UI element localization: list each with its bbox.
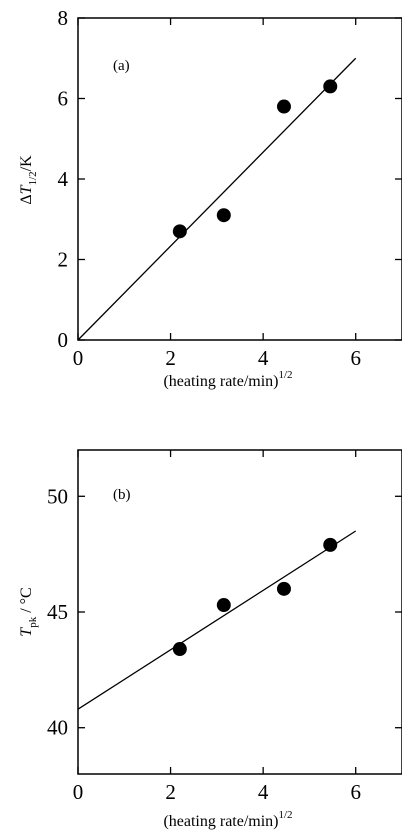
panel-b-points [172, 537, 338, 657]
panel-b-x-superscript: 1/2 [279, 809, 293, 821]
panel-b-ticks [77, 450, 402, 774]
panel-a-tick-labels: 0 2 4 6 0 2 4 6 8 [58, 6, 361, 370]
data-point [172, 224, 187, 239]
panel-a-label: (a) [113, 58, 130, 74]
panel-a-y-symbol: T [18, 184, 35, 194]
panel-a-y-unit: /K [18, 155, 35, 171]
panel-b: 0 2 4 6 40 45 50 (b) Tpk / °C (heating rate/mi… [18, 449, 402, 830]
data-point [276, 581, 291, 596]
data-point [216, 208, 231, 223]
x-tick-label: 2 [165, 346, 176, 370]
x-tick-label: 6 [350, 780, 361, 804]
panel-b-x-axis-label: (heating rate/min)1/2 [163, 809, 292, 830]
x-tick-label: 4 [258, 346, 269, 370]
data-point [216, 598, 231, 613]
panel-a-fit-line [77, 57, 357, 341]
y-tick-label: 50 [47, 484, 68, 508]
y-tick-label: 2 [58, 248, 69, 272]
x-tick-label: 2 [165, 780, 176, 804]
y-tick-label: 45 [47, 600, 68, 624]
panel-a-x-superscript: 1/2 [279, 369, 293, 381]
x-tick-label: 4 [258, 780, 269, 804]
x-tick-label: 0 [73, 346, 84, 370]
panel-b-label: (b) [113, 487, 131, 503]
data-point [172, 642, 187, 657]
data-point [276, 99, 291, 114]
panel-a-x-axis-label: (heating rate/min)1/2 [163, 369, 292, 390]
panel-b-x-text: (heating rate/min) [163, 813, 278, 830]
x-tick-label: 0 [73, 780, 84, 804]
panel-a-y-axis-label: ΔT1/2/K [18, 155, 39, 205]
y-tick-label: 40 [47, 716, 68, 740]
x-tick-label: 6 [350, 346, 361, 370]
panel-a-y-subscript: 1/2 [27, 171, 39, 185]
panel-a-x-text: (heating rate/min) [163, 373, 278, 390]
panel-b-y-subscript: pk [27, 616, 39, 628]
panel-a-points [172, 79, 338, 239]
panel-b-y-unit: / °C [18, 587, 35, 617]
data-point [323, 79, 338, 94]
panel-a-y-delta: Δ [18, 194, 35, 204]
y-tick-label: 6 [58, 87, 69, 111]
panel-b-y-axis-label: Tpk / °C [18, 587, 39, 636]
panel-b-y-symbol: T [18, 627, 35, 637]
y-tick-label: 4 [58, 167, 69, 191]
panel-b-tick-labels: 0 2 4 6 40 45 50 [47, 484, 361, 804]
y-tick-label: 0 [58, 328, 69, 352]
panel-b-fit-line [77, 530, 357, 710]
data-point [323, 537, 338, 552]
y-tick-label: 8 [58, 6, 69, 30]
panel-a-ticks [77, 17, 402, 341]
